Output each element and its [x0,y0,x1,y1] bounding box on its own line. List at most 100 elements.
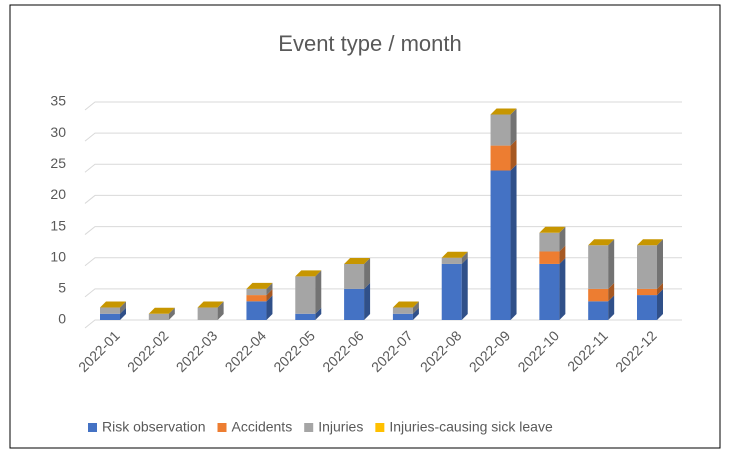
bar-front [490,114,511,146]
bar-top [100,301,126,308]
bar-segment [539,257,566,320]
bar-segment [441,251,468,264]
bar-front [441,263,462,320]
bar-side [461,257,468,320]
bar-side [315,307,322,320]
bar-side [657,239,663,289]
legend-label: Risk observation [102,419,206,435]
bar-top [588,239,615,246]
bar-top [148,307,175,314]
bar-top [539,226,566,233]
bar-front [100,313,120,320]
bar-side [559,226,566,252]
bar-front [100,307,120,314]
bar-front [637,245,657,289]
y-tick-label: 35 [50,93,66,109]
bar-front [344,288,365,320]
bar-segment [246,282,273,296]
grid-line [84,226,682,235]
bar-segment [246,295,273,320]
bar-front [588,245,609,289]
bar-side [608,295,615,320]
bar-front [588,288,609,302]
bar-front [246,288,267,296]
bar-side [657,282,663,296]
grid-line [84,194,682,204]
bar-segment [392,307,419,320]
bar-segment [637,282,663,296]
legend-label: Accidents [232,419,293,435]
bar-front [539,232,560,252]
bar-segment [637,289,663,320]
bar-side [266,289,273,302]
bar-front [295,276,316,314]
bar-front [539,251,560,264]
bar-segment [100,307,126,320]
bar-side [608,282,615,302]
bar-top [490,108,517,115]
legend-marker [375,423,385,432]
bar-segment [490,108,517,146]
bar-segment [539,226,566,252]
legend-label: Injuries [318,419,363,435]
bar-segment [637,239,663,289]
legend-marker [88,423,97,432]
y-tick-label: 20 [50,186,66,202]
bar-segment [441,257,468,320]
bar-front [148,313,169,320]
grid-line [84,319,682,329]
grid-line [84,163,682,173]
grid-line [84,101,682,111]
bar-segment [246,289,273,302]
bar-side [657,289,663,320]
bar-front [637,295,657,320]
y-tick-label: 5 [58,280,66,296]
bar-side [510,139,517,171]
bar-front [295,313,316,320]
bar-front [539,263,560,320]
bar-top [197,301,224,308]
bar-segment [344,282,371,320]
bar-segment [197,301,224,320]
bar-segment [490,164,517,320]
bar-front [197,307,218,320]
bar-segment [588,295,615,320]
bar-side [559,245,566,264]
bar-segment [295,270,322,314]
bar-front [246,301,267,320]
bar-front [490,170,511,320]
bar-side [364,282,371,320]
bar-front [246,295,267,302]
grid-line [84,132,682,142]
y-tick-label: 10 [50,248,66,264]
legend-label: Injuries-causing sick leave [389,419,553,435]
bar-side [412,301,419,314]
bar-side [120,301,126,314]
bar-front [344,263,365,289]
bar-segment [588,282,615,302]
legend-marker [304,423,314,432]
bar-side [266,282,273,296]
y-tick-label: 30 [50,124,66,140]
bar-side [412,307,419,320]
bar-front [637,288,657,296]
bar-top [246,282,273,289]
bar-side [168,307,175,320]
grid-line [84,288,682,298]
legend-marker [217,423,227,432]
bar-top [344,257,371,264]
bar-side [315,270,322,314]
bar-top [392,301,419,308]
grid-line [84,257,682,267]
bar-segment [344,257,371,289]
bar-front [588,301,609,320]
bar-side [120,307,126,320]
bar-top [441,251,468,258]
bar-side [217,301,224,320]
bar-side [510,164,517,320]
bar-top [295,270,322,277]
bar-segment [490,139,517,171]
bar-front [441,257,462,264]
bar-front [392,313,413,320]
